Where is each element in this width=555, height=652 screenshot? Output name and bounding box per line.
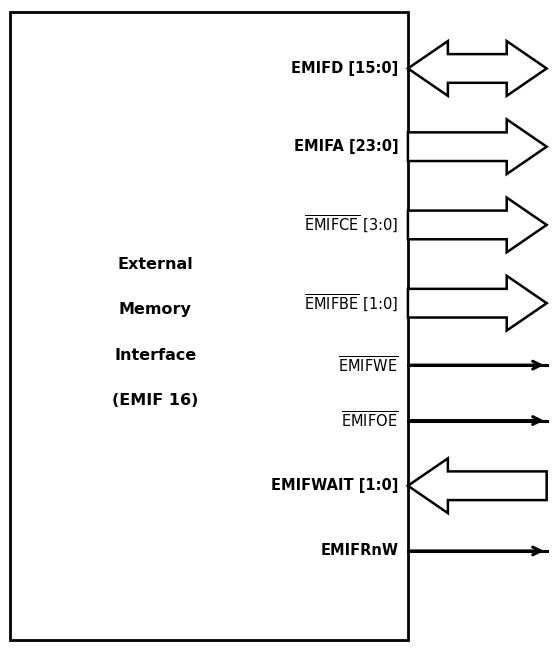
Polygon shape — [408, 458, 547, 513]
Text: EMIFD [15:0]: EMIFD [15:0] — [291, 61, 398, 76]
Text: $\overline{\rm EMIFBE}$ [1:0]: $\overline{\rm EMIFBE}$ [1:0] — [304, 293, 398, 314]
Bar — [10, 12, 408, 640]
Text: EMIFRnW: EMIFRnW — [320, 543, 398, 559]
Text: Interface: Interface — [114, 348, 196, 363]
Text: $\overline{\rm EMIFOE}$: $\overline{\rm EMIFOE}$ — [341, 410, 398, 431]
Polygon shape — [408, 119, 547, 174]
Text: $\overline{\rm EMIFWE}$: $\overline{\rm EMIFWE}$ — [338, 355, 398, 376]
Text: External: External — [118, 256, 193, 272]
Text: $\overline{\rm EMIFCE}$ [3:0]: $\overline{\rm EMIFCE}$ [3:0] — [304, 215, 398, 235]
Text: Memory: Memory — [119, 302, 192, 318]
Text: (EMIF 16): (EMIF 16) — [112, 393, 199, 409]
Text: EMIFA [23:0]: EMIFA [23:0] — [294, 139, 398, 155]
Text: EMIFWAIT [1:0]: EMIFWAIT [1:0] — [271, 478, 398, 494]
Polygon shape — [408, 41, 547, 96]
Polygon shape — [408, 198, 547, 252]
Polygon shape — [408, 276, 547, 331]
